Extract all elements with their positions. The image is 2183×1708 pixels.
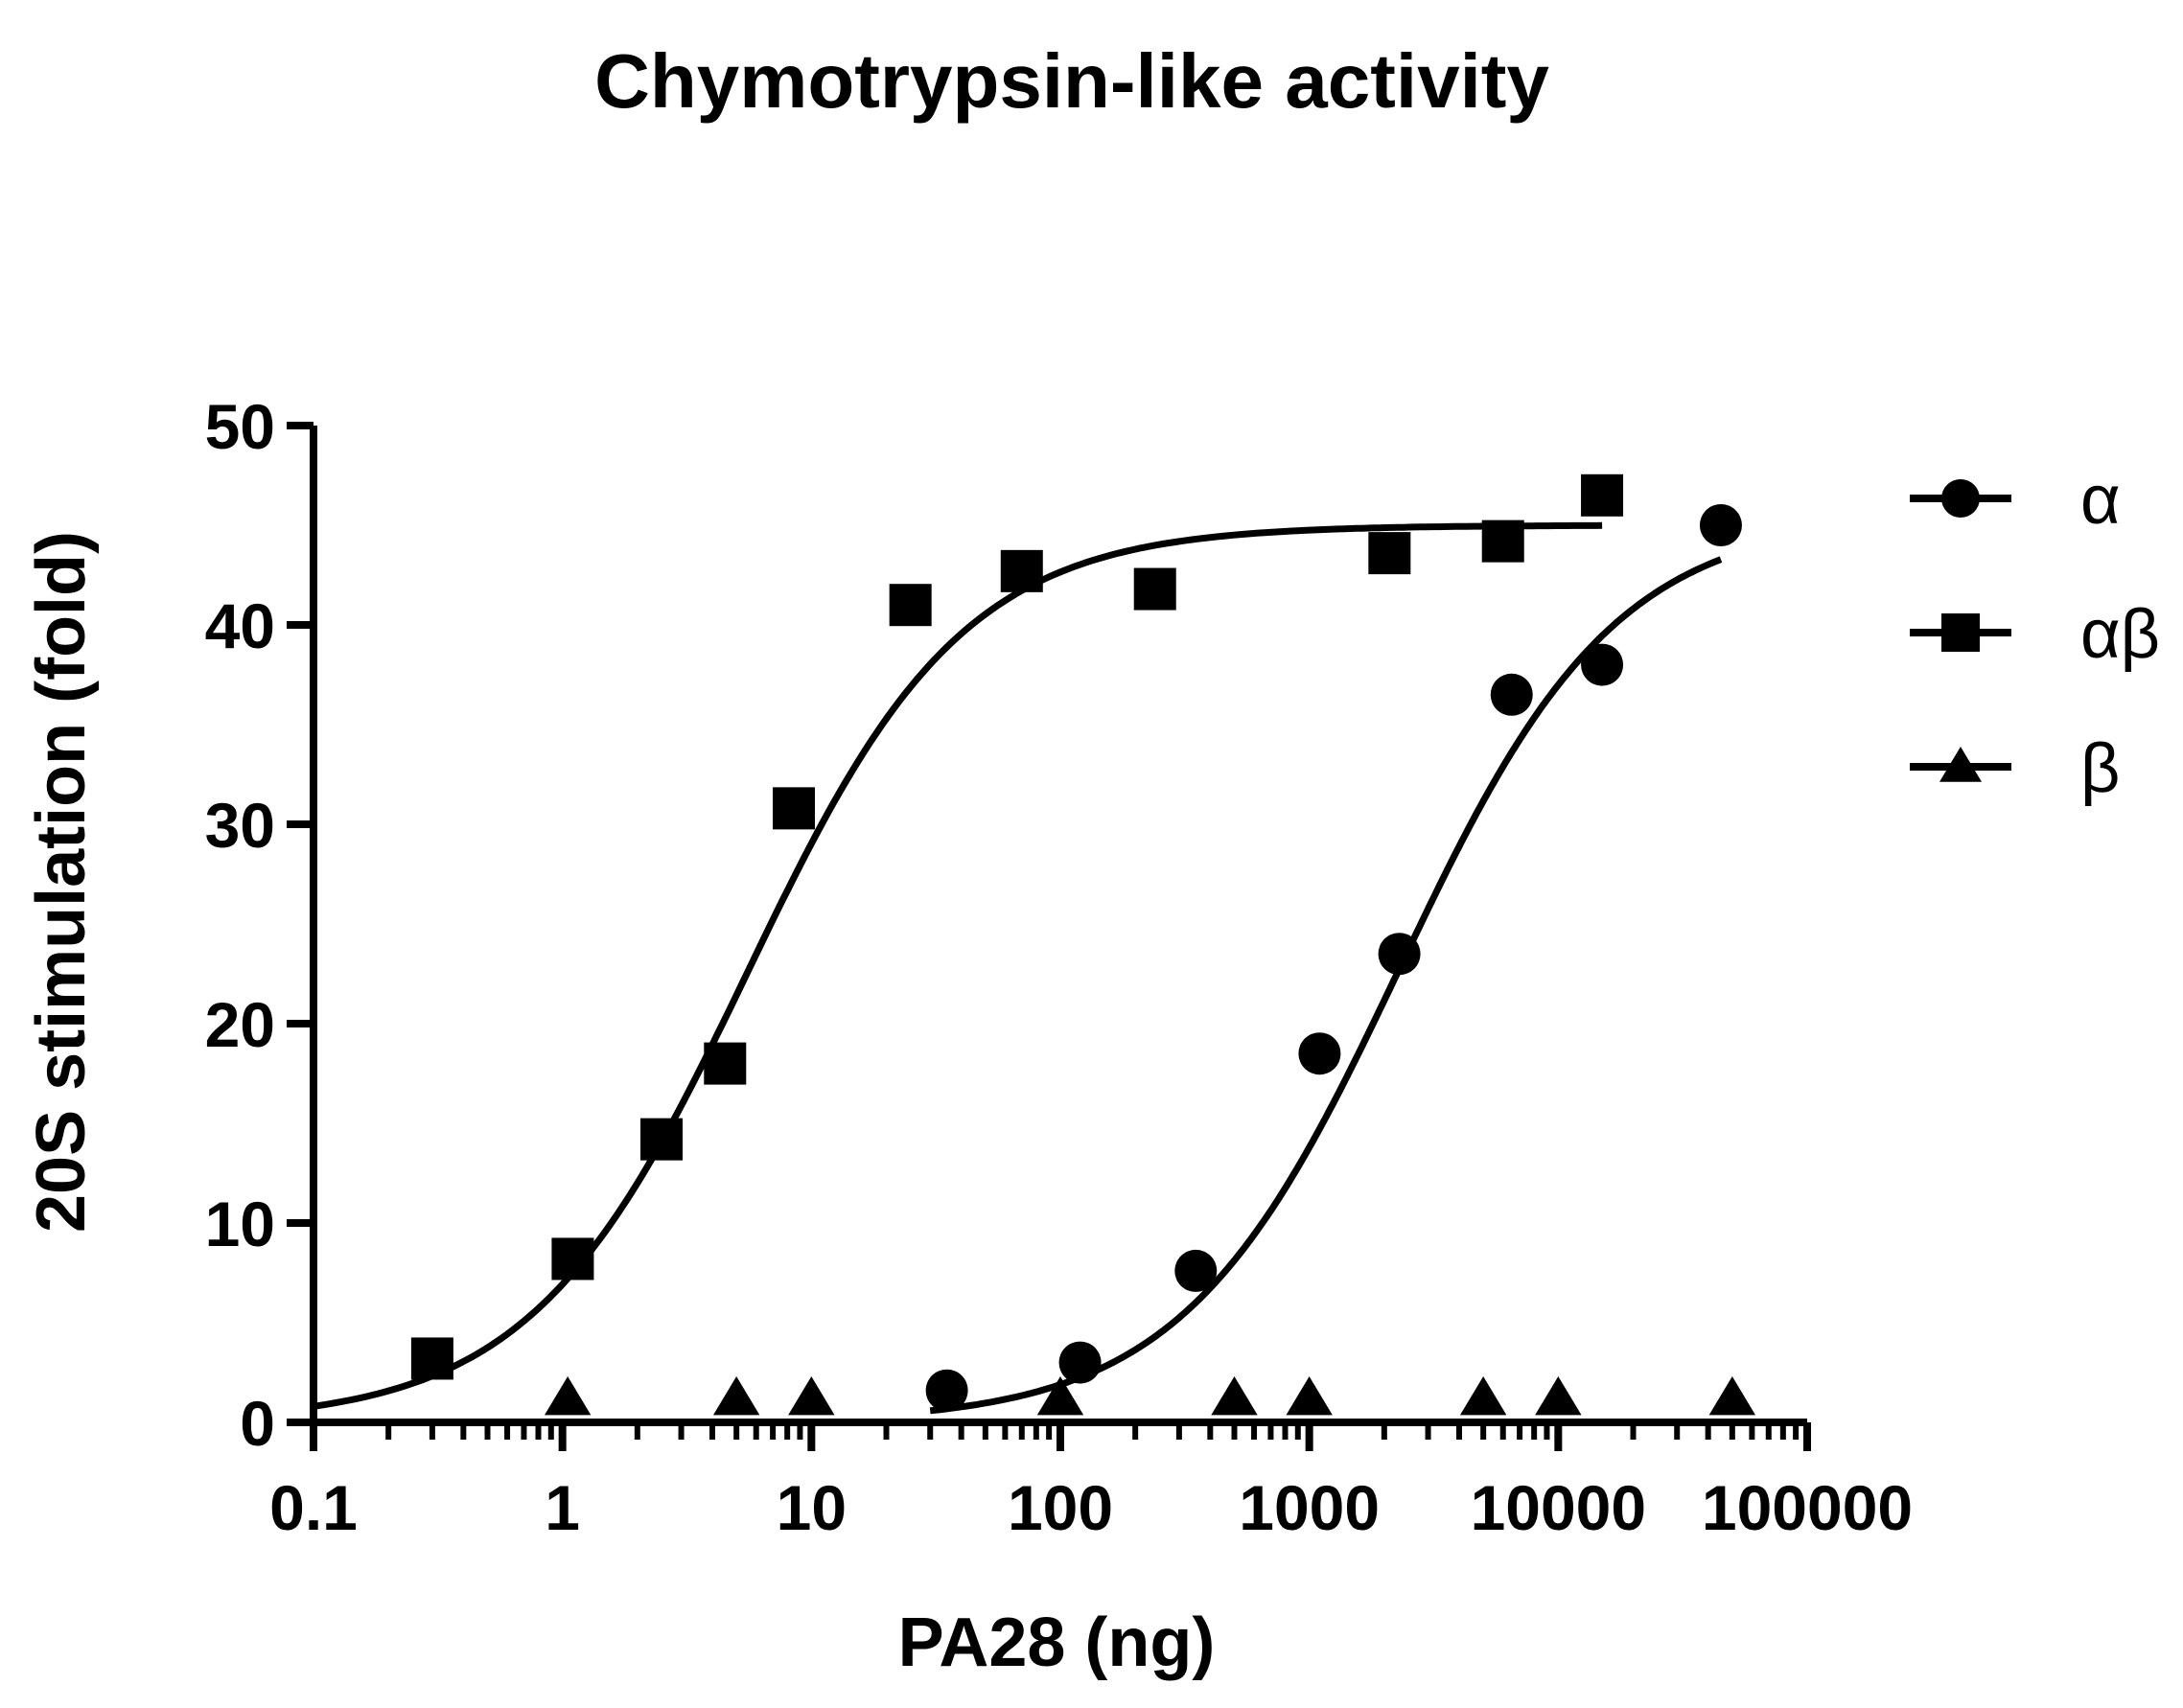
data-point-square [889,584,932,627]
y-tick-label: 0 [240,1388,275,1459]
data-point-triangle [788,1375,835,1416]
legend-label: β [2080,730,2120,807]
data-point-square [1000,549,1043,592]
data-point-circle [1058,1341,1102,1384]
data-point-circle [1298,1032,1341,1075]
x-tick-label: 1 [545,1472,580,1543]
data-points [410,473,1756,1416]
fit-curves [313,521,1723,1415]
data-point-circle [925,1369,968,1412]
data-point-triangle [1211,1375,1258,1416]
data-point-square [551,1237,594,1281]
legend-label: α [2080,462,2121,539]
data-point-square [639,1118,683,1161]
y-tick-label: 40 [205,590,275,661]
data-point-square [1133,567,1176,611]
data-point-triangle [544,1375,592,1416]
legend-label: αβ [2080,596,2160,673]
data-point-square [410,1337,453,1380]
data-point-circle [1699,504,1742,546]
legend-marker-triangle [1939,747,1982,782]
x-tick-label: 10 [777,1472,847,1543]
x-tick-label: 10000 [1471,1472,1647,1543]
data-point-square [1481,519,1524,563]
data-point-square [773,787,816,830]
legend: α αβ β [1910,462,2160,807]
y-tick-label: 10 [205,1189,275,1259]
data-point-circle [1174,1249,1218,1292]
chart-title: Chymotrypsin-like activity [594,38,1549,124]
y-tick-label: 50 [205,391,275,462]
x-axis-label: PA28 (ng) [898,1604,1216,1681]
data-point-circle [1490,673,1533,716]
x-tick-label: 1000 [1239,1472,1380,1543]
data-point-circle [1581,643,1624,686]
legend-marker-circle [1941,479,1980,518]
data-point-triangle [1036,1375,1084,1416]
x-tick-label: 100000 [1702,1472,1913,1543]
data-point-triangle [1535,1375,1582,1416]
data-point-triangle [712,1375,760,1416]
x-tick-label: 100 [1008,1472,1113,1543]
x-tick-label: 0.1 [269,1472,358,1543]
y-axis-label: 20S stimulation (fold) [23,531,100,1233]
data-point-triangle [1286,1375,1333,1416]
y-tick-label: 30 [205,790,275,861]
data-point-triangle [1708,1375,1756,1416]
data-point-square [704,1042,747,1085]
y-tick-label: 20 [205,989,275,1060]
fit-curve [313,521,1603,1410]
legend-marker-square [1941,613,1980,652]
fit-curve [929,556,1723,1415]
data-point-square [1581,473,1624,517]
data-point-square [1368,532,1411,575]
data-point-circle [1378,933,1421,976]
axes: 0 10 20 30 40 50 0.1 1 10 100 1000 10000 100000 [205,391,1914,1543]
data-point-triangle [1459,1375,1507,1416]
